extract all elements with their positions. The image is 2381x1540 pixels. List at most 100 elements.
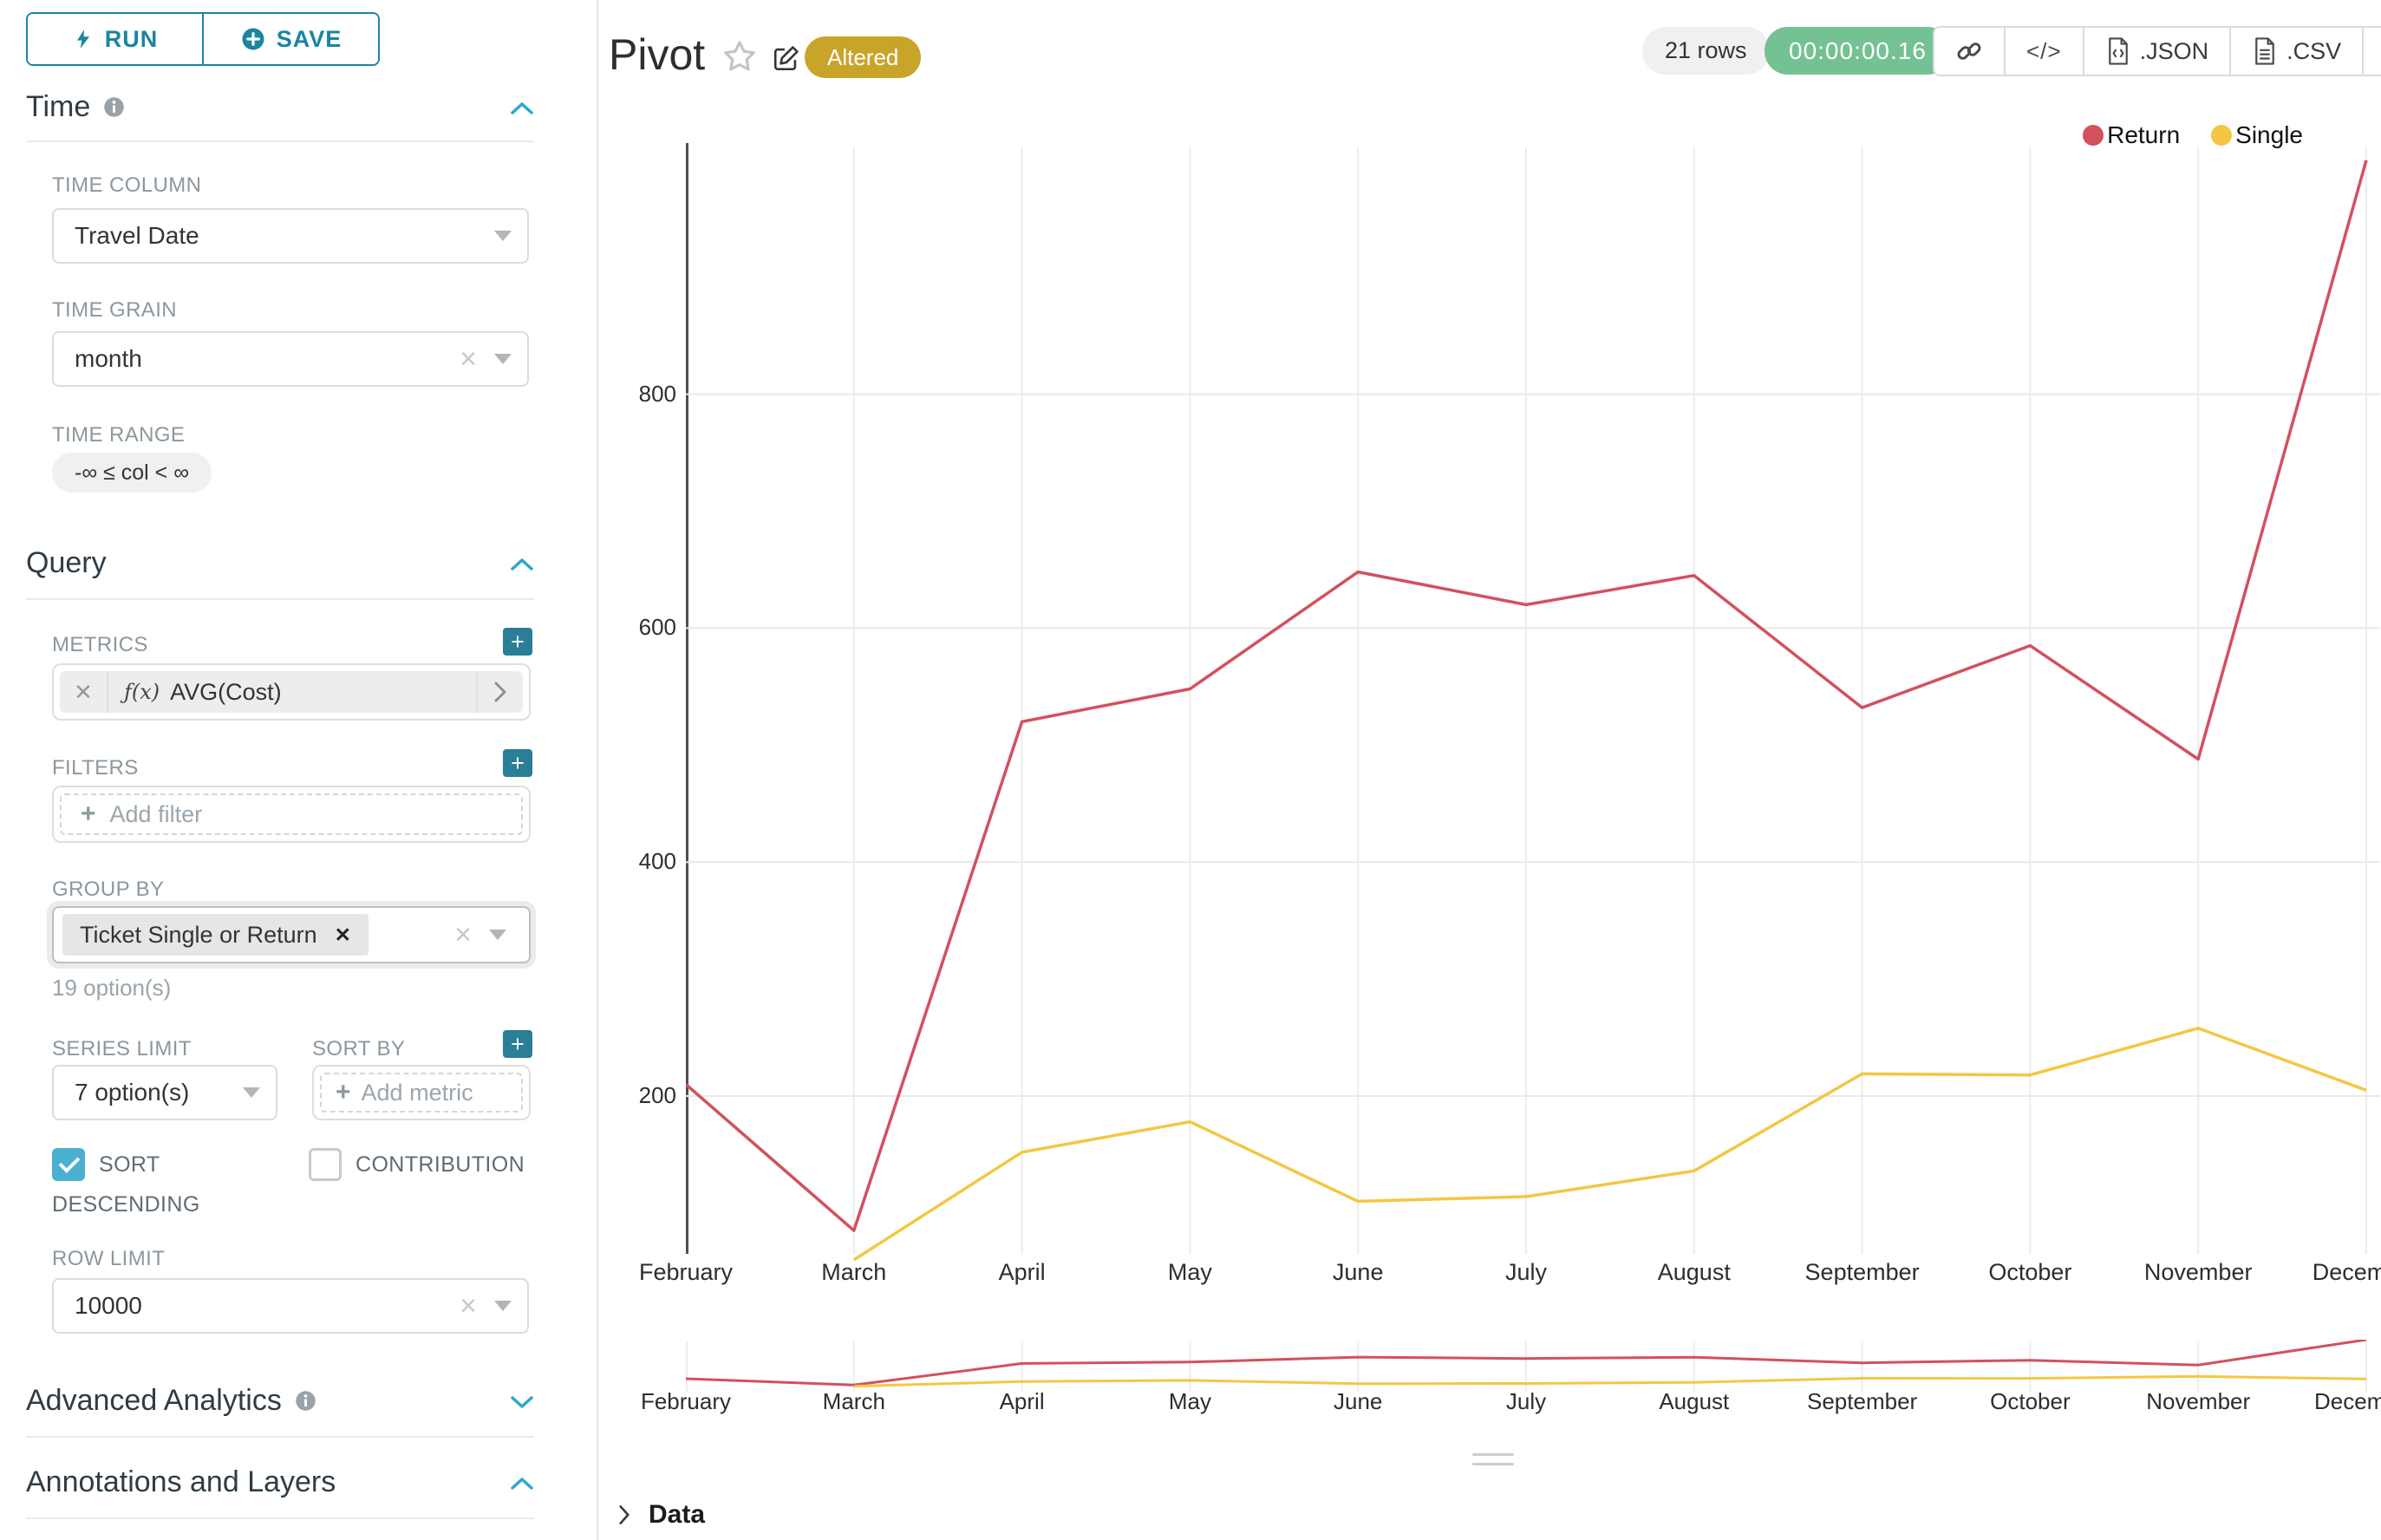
filters-label: FILTERS: [52, 756, 139, 780]
legend-dot: [2211, 125, 2233, 146]
legend-item-return[interactable]: Return: [2083, 121, 2180, 149]
csv-file-icon: [2255, 37, 2274, 65]
lightning-icon: [76, 29, 89, 49]
time-column-select[interactable]: Travel Date: [52, 208, 529, 264]
mini-x-axis-tick-label: November: [2146, 1388, 2251, 1414]
time-section-header[interactable]: Time: [26, 90, 534, 124]
caret-down-icon: [243, 1087, 260, 1098]
x-axis-tick-label: March: [821, 1259, 887, 1285]
favorite-star-icon[interactable]: [721, 38, 758, 79]
query-section-title: Query: [26, 546, 107, 579]
time-range-pill[interactable]: -∞ ≤ col < ∞: [52, 453, 212, 493]
x-axis-tick-label: October: [1988, 1259, 2072, 1285]
group-by-select[interactable]: Ticket Single or Return ✕ ×: [52, 906, 531, 963]
chevron-down-icon[interactable]: [510, 1384, 534, 1418]
data-panel-label: Data: [649, 1500, 706, 1529]
y-axis-tick-label: 200: [638, 1082, 676, 1108]
panel-resize-handle[interactable]: [1472, 1453, 1514, 1472]
metric-value: AVG(Cost): [170, 678, 282, 705]
time-grain-label: TIME GRAIN: [52, 298, 178, 322]
advanced-analytics-section-header[interactable]: Advanced Analytics: [26, 1384, 534, 1418]
export-json-label: .JSON: [2139, 37, 2209, 64]
query-timer-label: 00:00:00.16: [1789, 36, 1927, 64]
plus-icon: +: [511, 749, 525, 776]
series-line-single: [852, 1027, 2367, 1262]
mini-series-line-single: [853, 1374, 2367, 1388]
chevron-up-icon[interactable]: [510, 90, 534, 124]
series-limit-value: 7 option(s): [75, 1079, 190, 1106]
remove-metric-icon[interactable]: ✕: [60, 671, 108, 713]
chart-canvas[interactable]: 200 400 600 800: [639, 143, 2380, 1270]
code-icon: </>: [2026, 37, 2062, 64]
x-axis-tick-label: February: [638, 1259, 734, 1285]
group-by-tag-label: Ticket Single or Return: [80, 921, 317, 948]
mini-x-axis-tick-label: September: [1807, 1388, 1918, 1414]
add-filter-button[interactable]: +: [503, 749, 532, 777]
row-limit-select[interactable]: 10000 ×: [52, 1278, 529, 1334]
section-divider: [26, 140, 534, 142]
time-grain-value: month: [75, 345, 142, 372]
add-sort-metric-button[interactable]: +: [503, 1030, 532, 1058]
embed-code-button[interactable]: </>: [2004, 28, 2083, 75]
caret-down-icon: [494, 1301, 512, 1311]
range-selector-minichart[interactable]: [685, 1338, 2380, 1393]
series-limit-select[interactable]: 7 option(s): [52, 1065, 277, 1120]
add-metric-button[interactable]: +: [503, 628, 532, 656]
mini-chart-svg: [685, 1338, 2367, 1392]
mini-x-axis-tick-label: June: [1333, 1388, 1383, 1414]
run-button[interactable]: RUN: [28, 14, 202, 64]
copy-link-button[interactable]: [1934, 28, 2004, 75]
x-axis-tick-label: July: [1504, 1259, 1547, 1285]
more-options-menu-button[interactable]: [2362, 28, 2381, 75]
add-filter-dropzone[interactable]: + Add filter: [60, 793, 523, 835]
sort-descending-checkbox[interactable]: [52, 1148, 85, 1181]
x-axis-tick-label: May: [1167, 1259, 1212, 1285]
fx-icon: ƒ(x): [124, 680, 160, 704]
query-section-header[interactable]: Query: [26, 546, 534, 580]
time-grain-select[interactable]: month ×: [52, 331, 529, 387]
chart-panel: Pivot Altered 21 rows 00:00:00.16 </>: [598, 0, 2381, 1540]
clear-icon[interactable]: ×: [460, 343, 477, 375]
export-json-button[interactable]: .JSON: [2082, 28, 2230, 75]
remove-tag-icon[interactable]: ✕: [334, 923, 351, 946]
x-axis-tick-label: November: [2143, 1259, 2253, 1285]
group-by-label: GROUP BY: [52, 878, 165, 901]
x-axis-tick-label: August: [1657, 1259, 1731, 1285]
chevron-up-icon[interactable]: [510, 1465, 534, 1499]
mini-x-axis-tick-label: February: [640, 1388, 732, 1414]
time-range-value: -∞ ≤ col < ∞: [75, 460, 190, 485]
plus-circle-icon: [242, 28, 264, 50]
save-button[interactable]: SAVE: [202, 14, 378, 64]
chevron-right-icon[interactable]: [476, 671, 523, 713]
edit-properties-icon[interactable]: [772, 43, 801, 77]
data-panel-toggle[interactable]: Data: [614, 1500, 705, 1530]
clear-icon[interactable]: ×: [460, 1289, 477, 1322]
time-range-label: TIME RANGE: [52, 423, 186, 447]
chevron-right-icon: [619, 1505, 629, 1524]
export-csv-button[interactable]: .CSV: [2229, 28, 2362, 75]
group-by-tag[interactable]: Ticket Single or Return ✕: [62, 914, 369, 956]
metric-pill[interactable]: ✕ ƒ(x) AVG(Cost): [60, 671, 523, 713]
contribution-checkbox[interactable]: [309, 1148, 342, 1181]
mini-series-line-return: [685, 1338, 2367, 1387]
add-sort-metric-dropzone[interactable]: + Add metric: [320, 1073, 523, 1113]
series-line-return: [684, 160, 2368, 1232]
x-axis-tick-label: June: [1332, 1259, 1384, 1285]
annotations-section-header[interactable]: Annotations and Layers: [26, 1465, 534, 1499]
legend-label: Single: [2235, 121, 2303, 148]
mini-x-axis-tick-label: October: [1990, 1388, 2071, 1414]
row-count-label: 21 rows: [1665, 37, 1747, 63]
chevron-up-icon[interactable]: [510, 546, 534, 580]
x-axis-tick-label: December: [2312, 1259, 2381, 1285]
chart-title: Pivot: [609, 30, 706, 79]
section-divider: [26, 598, 534, 600]
clear-icon[interactable]: ×: [454, 918, 472, 951]
legend-item-single[interactable]: Single: [2211, 121, 2303, 149]
sort-by-placeholder: Add metric: [361, 1079, 473, 1106]
caret-down-icon: [494, 231, 512, 241]
info-icon: [296, 1391, 316, 1411]
sort-descending-option: SORT DESCENDING: [52, 1145, 251, 1224]
contribution-option: CONTRIBUTION: [309, 1145, 534, 1184]
advanced-analytics-title: Advanced Analytics: [26, 1384, 282, 1417]
